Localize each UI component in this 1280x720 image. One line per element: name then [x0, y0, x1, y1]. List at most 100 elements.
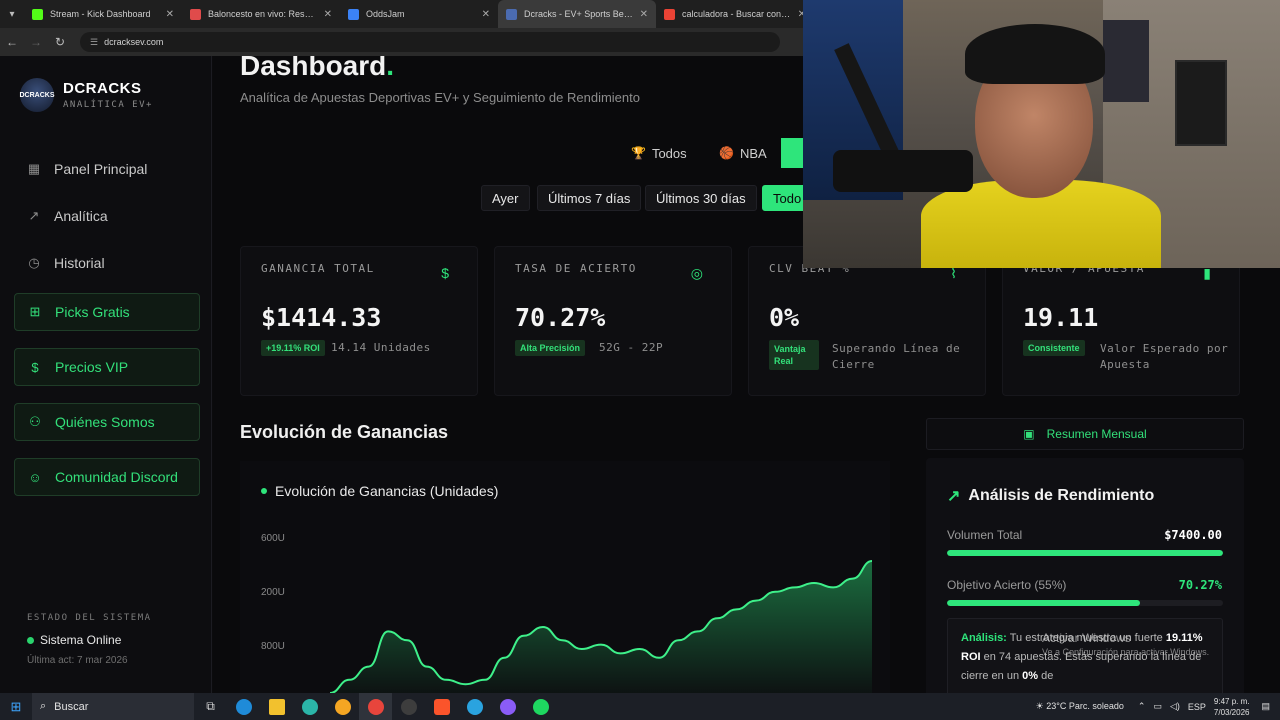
bar-chart-icon: ▮: [1203, 265, 1211, 281]
chrome-canary-icon[interactable]: [326, 693, 359, 720]
card-valor-apuesta: VALOR / APUESTA ▮ 19.11 Consistente Valo…: [1002, 246, 1240, 396]
brand-name: DCRACKS: [63, 80, 142, 97]
webcam-overlay: [803, 0, 1280, 268]
tab-favicon: [506, 8, 517, 20]
url-field[interactable]: ☰ dcracksev.com: [80, 32, 780, 52]
close-icon[interactable]: ✕: [639, 8, 648, 20]
analysis-text: Análisis: Tu estrategia muestra un fuert…: [947, 618, 1223, 693]
profit-chart: Evolución de Ganancias (Unidades) 600U 2…: [240, 461, 890, 693]
reload-icon[interactable]: ↻: [54, 35, 66, 49]
browser-tab[interactable]: Dcracks - EV+ Sports Betting An✕: [498, 0, 656, 28]
precision-badge: Alta Precisión: [515, 340, 586, 356]
sidebar-item-historial[interactable]: ◷ Historial: [14, 244, 200, 282]
forward-icon[interactable]: →: [30, 35, 42, 49]
app-icon[interactable]: [392, 693, 425, 720]
tab-favicon: [664, 8, 675, 20]
sidebar-item-quienes-somos[interactable]: ⚇ Quiénes Somos: [14, 403, 200, 441]
tab-search-icon[interactable]: ▾: [9, 8, 15, 20]
browser-tab[interactable]: Baloncesto en vivo: Resultados✕: [182, 0, 340, 28]
edge-dev-icon[interactable]: [293, 693, 326, 720]
section-title: Evolución de Ganancias: [240, 422, 449, 442]
chrome-icon[interactable]: [359, 693, 392, 720]
brand-logo: DCRACKS: [20, 78, 55, 112]
tab-favicon: [190, 8, 201, 20]
period-7-dias[interactable]: Últimos 7 días: [537, 185, 642, 211]
card-tasa-acierto: TASA DE ACIERTO ◎ 70.27% Alta Precisión …: [494, 246, 732, 396]
tab-favicon: [348, 8, 359, 20]
period-ayer[interactable]: Ayer: [481, 185, 530, 211]
explorer-icon[interactable]: [260, 693, 293, 720]
browser-tab[interactable]: Stream - Kick Dashboard ✕: [24, 0, 182, 28]
sidebar-item-panel[interactable]: ▦ Panel Principal: [27, 161, 148, 177]
spotify-icon[interactable]: [524, 693, 557, 720]
system-status: ESTADO DEL SISTEMA Sistema Online Última…: [27, 613, 152, 666]
users-icon: ⚇: [29, 414, 41, 429]
browser-tab[interactable]: calculadora - Buscar con Googl✕: [656, 0, 814, 28]
volume-bar: [947, 550, 1223, 556]
sidebar-item-analitica[interactable]: ↗ Analítica: [14, 197, 200, 235]
ventaja-badge: Vantaja Real: [769, 340, 819, 370]
dollar-icon: $: [441, 265, 449, 281]
notification-icon[interactable]: ▤: [1261, 701, 1270, 711]
close-icon[interactable]: ✕: [165, 8, 174, 20]
taskbar-search[interactable]: ⌕ Buscar: [32, 693, 194, 720]
main-content: Dashboard. Analítica de Apuestas Deporti…: [213, 56, 1280, 693]
back-icon[interactable]: ←: [6, 35, 18, 49]
y-tick: 800U: [261, 641, 285, 652]
dollar-icon: $: [31, 359, 39, 375]
resumen-mensual-button[interactable]: ▣ Resumen Mensual: [926, 418, 1244, 450]
sidebar: DCRACKS DCRACKS ANALÍTICA EV+ ▦ Panel Pri…: [0, 56, 212, 693]
language-indicator[interactable]: ESP: [1187, 701, 1206, 712]
trend-icon: ↗: [947, 488, 961, 505]
pulse-icon: ⌇: [950, 265, 957, 281]
card-clv-beat: CLV BEAT % ⌇ 0% Vantaja Real Superando L…: [748, 246, 986, 396]
y-tick: 200U: [261, 587, 285, 598]
basketball-icon: 🏀: [719, 146, 734, 160]
sidebar-item-picks-gratis[interactable]: ⊞ Picks Gratis: [14, 293, 200, 331]
task-view-icon[interactable]: ⧉: [206, 699, 215, 713]
discord-icon: ☺: [28, 469, 42, 485]
page-subtitle: Analítica de Apuestas Deportivas EV+ y S…: [240, 90, 640, 105]
volume-icon[interactable]: ◁): [1169, 701, 1180, 711]
site-info-icon[interactable]: ☰: [90, 36, 99, 47]
gift-icon: ⊞: [29, 304, 41, 319]
card-ganancia-total: GANANCIA TOTAL $ $1414.33 +19.11% ROI 14…: [240, 246, 478, 396]
roi-badge: +19.11% ROI: [261, 340, 325, 356]
weather-widget[interactable]: ☀ 23°C Parc. soleado: [1035, 701, 1124, 711]
sport-filter-nba[interactable]: 🏀 NBA: [719, 145, 767, 161]
calendar-icon: ▣: [1023, 427, 1035, 441]
brave-icon[interactable]: [425, 693, 458, 720]
windows-start-icon[interactable]: ⊞: [10, 698, 22, 714]
sidebar-item-discord[interactable]: ☺ Comunidad Discord: [14, 458, 200, 496]
system-tray: ☀ 23°C Parc. soleado ⌃ ▭ ◁) ESP 9:47 p. …: [1036, 693, 1280, 720]
chart-area: [329, 560, 873, 693]
close-icon[interactable]: ✕: [797, 8, 806, 20]
close-icon[interactable]: ✕: [323, 8, 332, 20]
edge-icon[interactable]: [227, 693, 260, 720]
tray-chevron-icon[interactable]: ⌃: [1137, 701, 1146, 711]
messenger-icon[interactable]: [491, 693, 524, 720]
taskbar: ⊞ ⌕ Buscar ⧉ ☀ 23°C Parc. soleado ⌃ ▭ ◁) …: [0, 693, 1280, 720]
search-icon: ⌕: [40, 700, 47, 712]
consistente-badge: Consistente: [1023, 340, 1085, 356]
sport-filter-todos[interactable]: 🏆 Todos: [631, 145, 687, 161]
browser-tab[interactable]: OddsJam ✕: [340, 0, 498, 28]
activate-windows-title: Activar Windows: [1042, 631, 1131, 645]
chart-title: Evolución de Ganancias (Unidades): [261, 483, 498, 499]
trend-icon: ↗: [28, 208, 40, 223]
sidebar-item-precios-vip[interactable]: $ Precios VIP: [14, 348, 200, 386]
network-icon[interactable]: ▭: [1153, 701, 1162, 711]
clock[interactable]: 9:47 p. m. 7/03/2026: [1213, 696, 1250, 717]
brand[interactable]: DCRACKS DCRACKS ANALÍTICA EV+: [20, 78, 153, 112]
activate-windows-sub: Ve a Configuración para activar Windows.: [1042, 647, 1210, 657]
grid-icon: ▦: [27, 161, 41, 176]
brand-subtitle: ANALÍTICA EV+: [63, 100, 153, 110]
y-tick: 600U: [261, 533, 285, 544]
close-icon[interactable]: ✕: [481, 8, 490, 20]
period-30-dias[interactable]: Últimos 30 días: [645, 185, 757, 211]
telegram-icon[interactable]: [458, 693, 491, 720]
page-title: Dashboard.: [240, 56, 395, 81]
analysis-panel: ↗ Análisis de Rendimiento Volumen Total $…: [926, 458, 1244, 693]
target-icon: ◎: [690, 265, 703, 281]
online-dot: [27, 636, 34, 644]
